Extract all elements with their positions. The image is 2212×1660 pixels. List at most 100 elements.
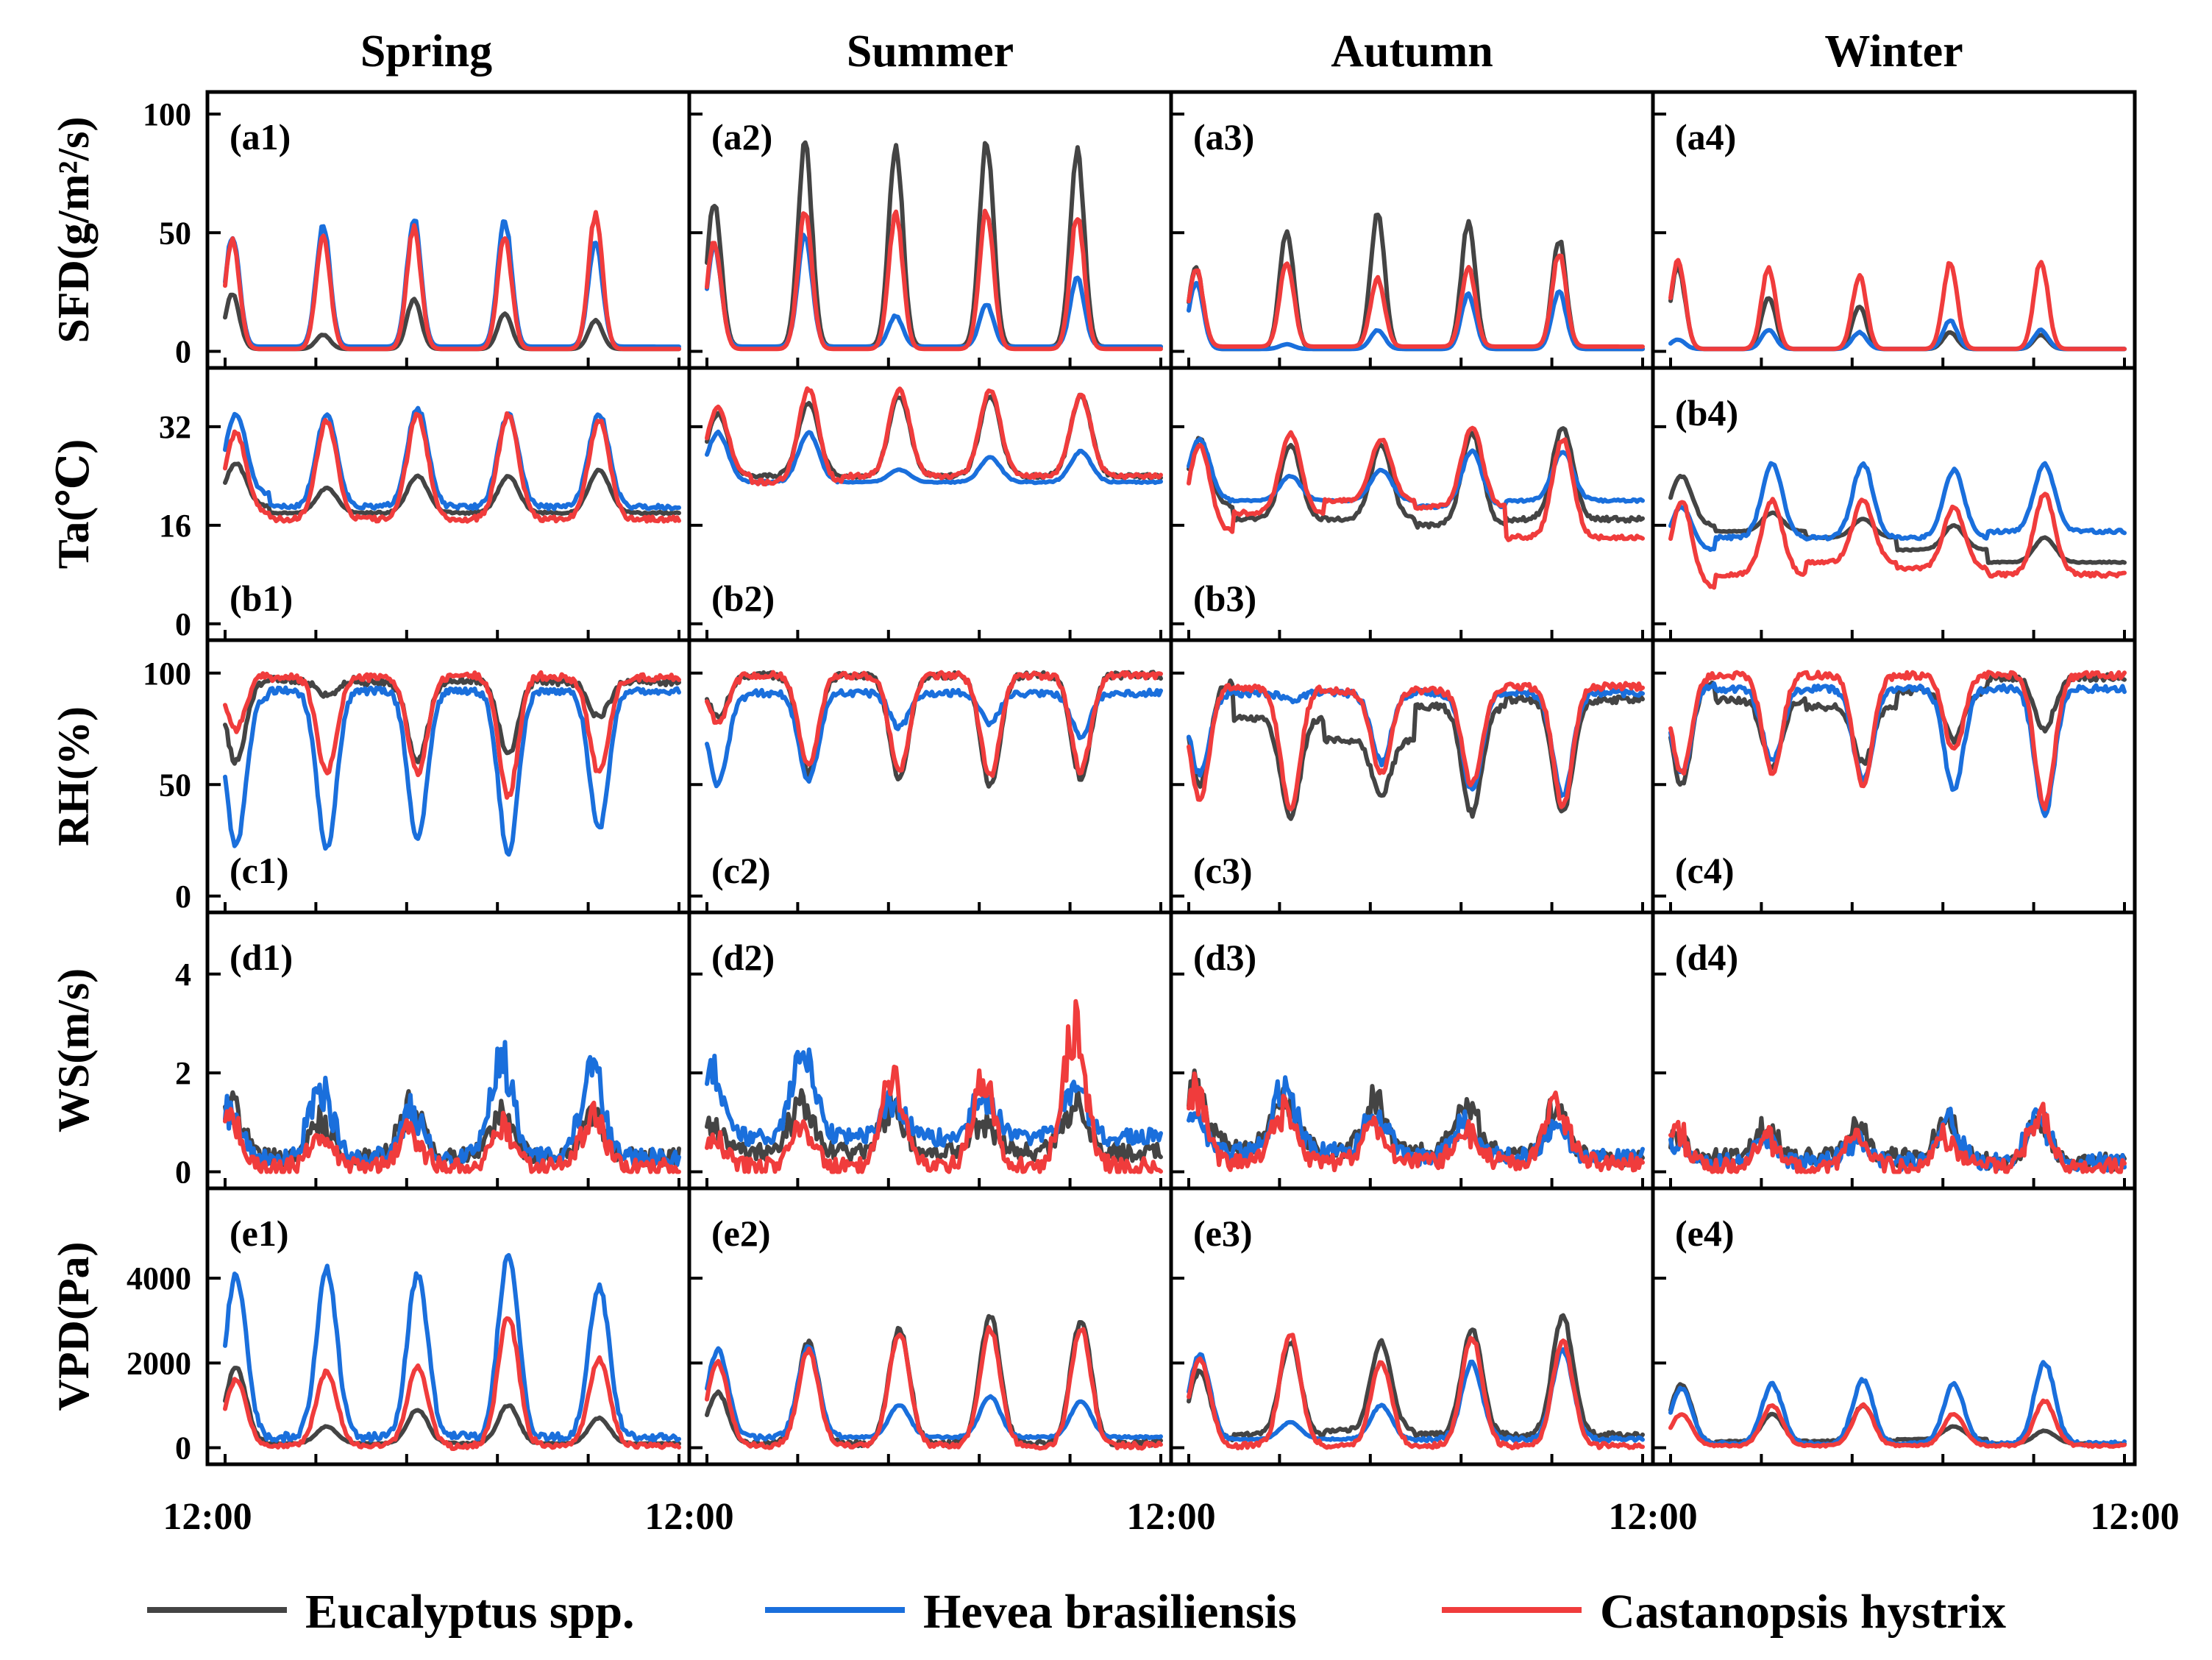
series-line-eucalyptus-spp bbox=[1668, 473, 2127, 565]
series-line-castanopsis-hystrix bbox=[223, 1100, 681, 1174]
series-line-castanopsis-hystrix bbox=[1187, 1071, 1645, 1173]
panel-frame bbox=[1651, 1186, 2137, 1466]
row-label-3: WS(m/s) bbox=[49, 968, 98, 1132]
x-tick-label: 12:00 bbox=[2090, 1496, 2179, 1538]
legend-item: Eucalyptus spp. bbox=[147, 1585, 635, 1639]
panel-label: (c4) bbox=[1675, 850, 1735, 891]
series-line-eucalyptus-spp bbox=[1668, 672, 2127, 787]
panel-label: (d4) bbox=[1675, 937, 1738, 978]
panel-b1: 0 16 32 (b1) bbox=[159, 366, 691, 642]
season-title-summer: Summer bbox=[847, 26, 1014, 77]
y-tick-label: 4 bbox=[175, 957, 191, 993]
panel-d3: (d3) bbox=[1169, 910, 1655, 1191]
y-tick-label: 32 bbox=[159, 409, 191, 445]
y-tick-label: 16 bbox=[159, 508, 191, 544]
row-label-1: Ta(℃) bbox=[49, 439, 98, 569]
panel-a3: (a3) bbox=[1169, 90, 1655, 370]
series-line-hevea-brasiliensis bbox=[1668, 1360, 2127, 1448]
series-line-castanopsis-hystrix bbox=[223, 670, 681, 800]
series-line-hevea-brasiliensis bbox=[705, 687, 1163, 789]
series-line-hevea-brasiliensis bbox=[705, 1344, 1163, 1441]
season-title-spring: Spring bbox=[360, 26, 492, 77]
panel-e3: (e3) bbox=[1169, 1186, 1655, 1466]
legend-item: Castanopsis hystrix bbox=[1442, 1585, 2006, 1639]
y-tick-label: 4000 bbox=[127, 1260, 191, 1297]
y-tick-label: 2 bbox=[175, 1055, 191, 1091]
panel-label: (c2) bbox=[711, 850, 771, 891]
panel-label: (a3) bbox=[1193, 116, 1254, 157]
y-tick-label: 0 bbox=[175, 334, 191, 370]
series-line-hevea-brasiliensis bbox=[223, 405, 681, 511]
panel-c2: (c2) bbox=[687, 638, 1173, 915]
series-line-castanopsis-hystrix bbox=[1187, 681, 1645, 812]
panel-d1: 0 2 4 (d1) bbox=[175, 910, 691, 1191]
row-label-2: RH(%) bbox=[49, 706, 98, 846]
series-line-castanopsis-hystrix bbox=[223, 411, 681, 524]
panel-label: (d3) bbox=[1193, 937, 1256, 978]
panel-c3: (c3) bbox=[1169, 638, 1655, 915]
panel-a2: (a2) bbox=[687, 90, 1173, 370]
series-line-castanopsis-hystrix bbox=[1668, 492, 2127, 590]
panels: 0 50 100 (a1) (a2) (a3) (a4) 0 16 32 (b1) (b2) (b3) (… bbox=[127, 90, 2137, 1466]
season-titles: Spring Summer Autumn Winter bbox=[360, 26, 1963, 77]
series-line-eucalyptus-spp bbox=[705, 1086, 1163, 1163]
y-tick-label: 0 bbox=[175, 1430, 191, 1466]
row-labels: SFD(g/m²/s) Ta(℃) RH(%) WS(m/s) VPD(Pa) bbox=[49, 117, 98, 1411]
series-line-hevea-brasiliensis bbox=[223, 1252, 681, 1444]
y-tick-label: 0 bbox=[175, 879, 191, 915]
series-line-castanopsis-hystrix bbox=[1668, 1102, 2127, 1174]
x-tick-label: 12:00 bbox=[1608, 1496, 1697, 1538]
panel-b2: (b2) bbox=[687, 366, 1173, 642]
panel-b4: (b4) bbox=[1651, 366, 2137, 642]
row-label-4: VPD(Pa) bbox=[49, 1242, 98, 1411]
series-line-hevea-brasiliensis bbox=[1187, 280, 1645, 352]
panel-label: (e2) bbox=[711, 1213, 771, 1254]
y-tick-label: 50 bbox=[159, 767, 191, 803]
panel-label: (a1) bbox=[230, 116, 291, 157]
series-line-castanopsis-hystrix bbox=[223, 1316, 681, 1451]
series-line-castanopsis-hystrix bbox=[705, 208, 1163, 352]
series-line-castanopsis-hystrix bbox=[705, 670, 1163, 778]
series-line-eucalyptus-spp bbox=[1187, 426, 1645, 530]
series-line-castanopsis-hystrix bbox=[705, 386, 1163, 487]
panel-a1: 0 50 100 (a1) bbox=[143, 90, 691, 370]
y-tick-label: 0 bbox=[175, 1154, 191, 1191]
x-tick-label: 12:00 bbox=[1126, 1496, 1215, 1538]
panel-label: (e3) bbox=[1193, 1213, 1253, 1254]
legend-label: Eucalyptus spp. bbox=[305, 1585, 635, 1639]
panel-a4: (a4) bbox=[1651, 90, 2137, 370]
x-tick-label: 12:00 bbox=[163, 1496, 252, 1538]
series-line-castanopsis-hystrix bbox=[1668, 1398, 2127, 1450]
panel-label: (d2) bbox=[711, 937, 775, 978]
panel-e4: (e4) bbox=[1651, 1186, 2137, 1466]
season-title-winter: Winter bbox=[1824, 26, 1963, 77]
legend-label: Hevea brasiliensis bbox=[923, 1585, 1297, 1639]
series-line-eucalyptus-spp bbox=[1187, 1313, 1645, 1443]
series-line-hevea-brasiliensis bbox=[1668, 461, 2127, 553]
panel-label: (b4) bbox=[1675, 392, 1738, 433]
x-tick-labels: 12:00 12:00 12:00 12:00 12:00 bbox=[163, 1496, 2179, 1538]
series-line-hevea-brasiliensis bbox=[223, 685, 681, 857]
legend: Eucalyptus spp. Hevea brasiliensis Castano… bbox=[147, 1585, 2006, 1639]
series-line-castanopsis-hystrix bbox=[223, 210, 681, 352]
y-tick-label: 100 bbox=[143, 656, 191, 692]
legend-item: Hevea brasiliensis bbox=[765, 1585, 1297, 1639]
series-line-castanopsis-hystrix bbox=[1668, 670, 2127, 812]
y-tick-label: 100 bbox=[143, 96, 191, 132]
series-line-eucalyptus-spp bbox=[1187, 212, 1645, 352]
panel-label: (a4) bbox=[1675, 116, 1736, 157]
panel-label: (a2) bbox=[711, 116, 772, 157]
legend-label: Castanopsis hystrix bbox=[1600, 1585, 2006, 1639]
series-line-castanopsis-hystrix bbox=[1187, 1333, 1645, 1451]
y-tick-label: 2000 bbox=[127, 1345, 191, 1381]
panel-c1: 0 50 100 (c1) bbox=[143, 638, 691, 915]
series-line-castanopsis-hystrix bbox=[1668, 258, 2127, 352]
series-line-hevea-brasiliensis bbox=[1668, 681, 2127, 818]
panel-label: (e1) bbox=[230, 1213, 289, 1254]
series-line-castanopsis-hystrix bbox=[1187, 425, 1645, 542]
panel-c4: (c4) bbox=[1651, 638, 2137, 915]
panel-b3: (b3) bbox=[1169, 366, 1655, 642]
series-line-castanopsis-hystrix bbox=[705, 999, 1163, 1174]
panel-label: (d1) bbox=[230, 937, 293, 978]
